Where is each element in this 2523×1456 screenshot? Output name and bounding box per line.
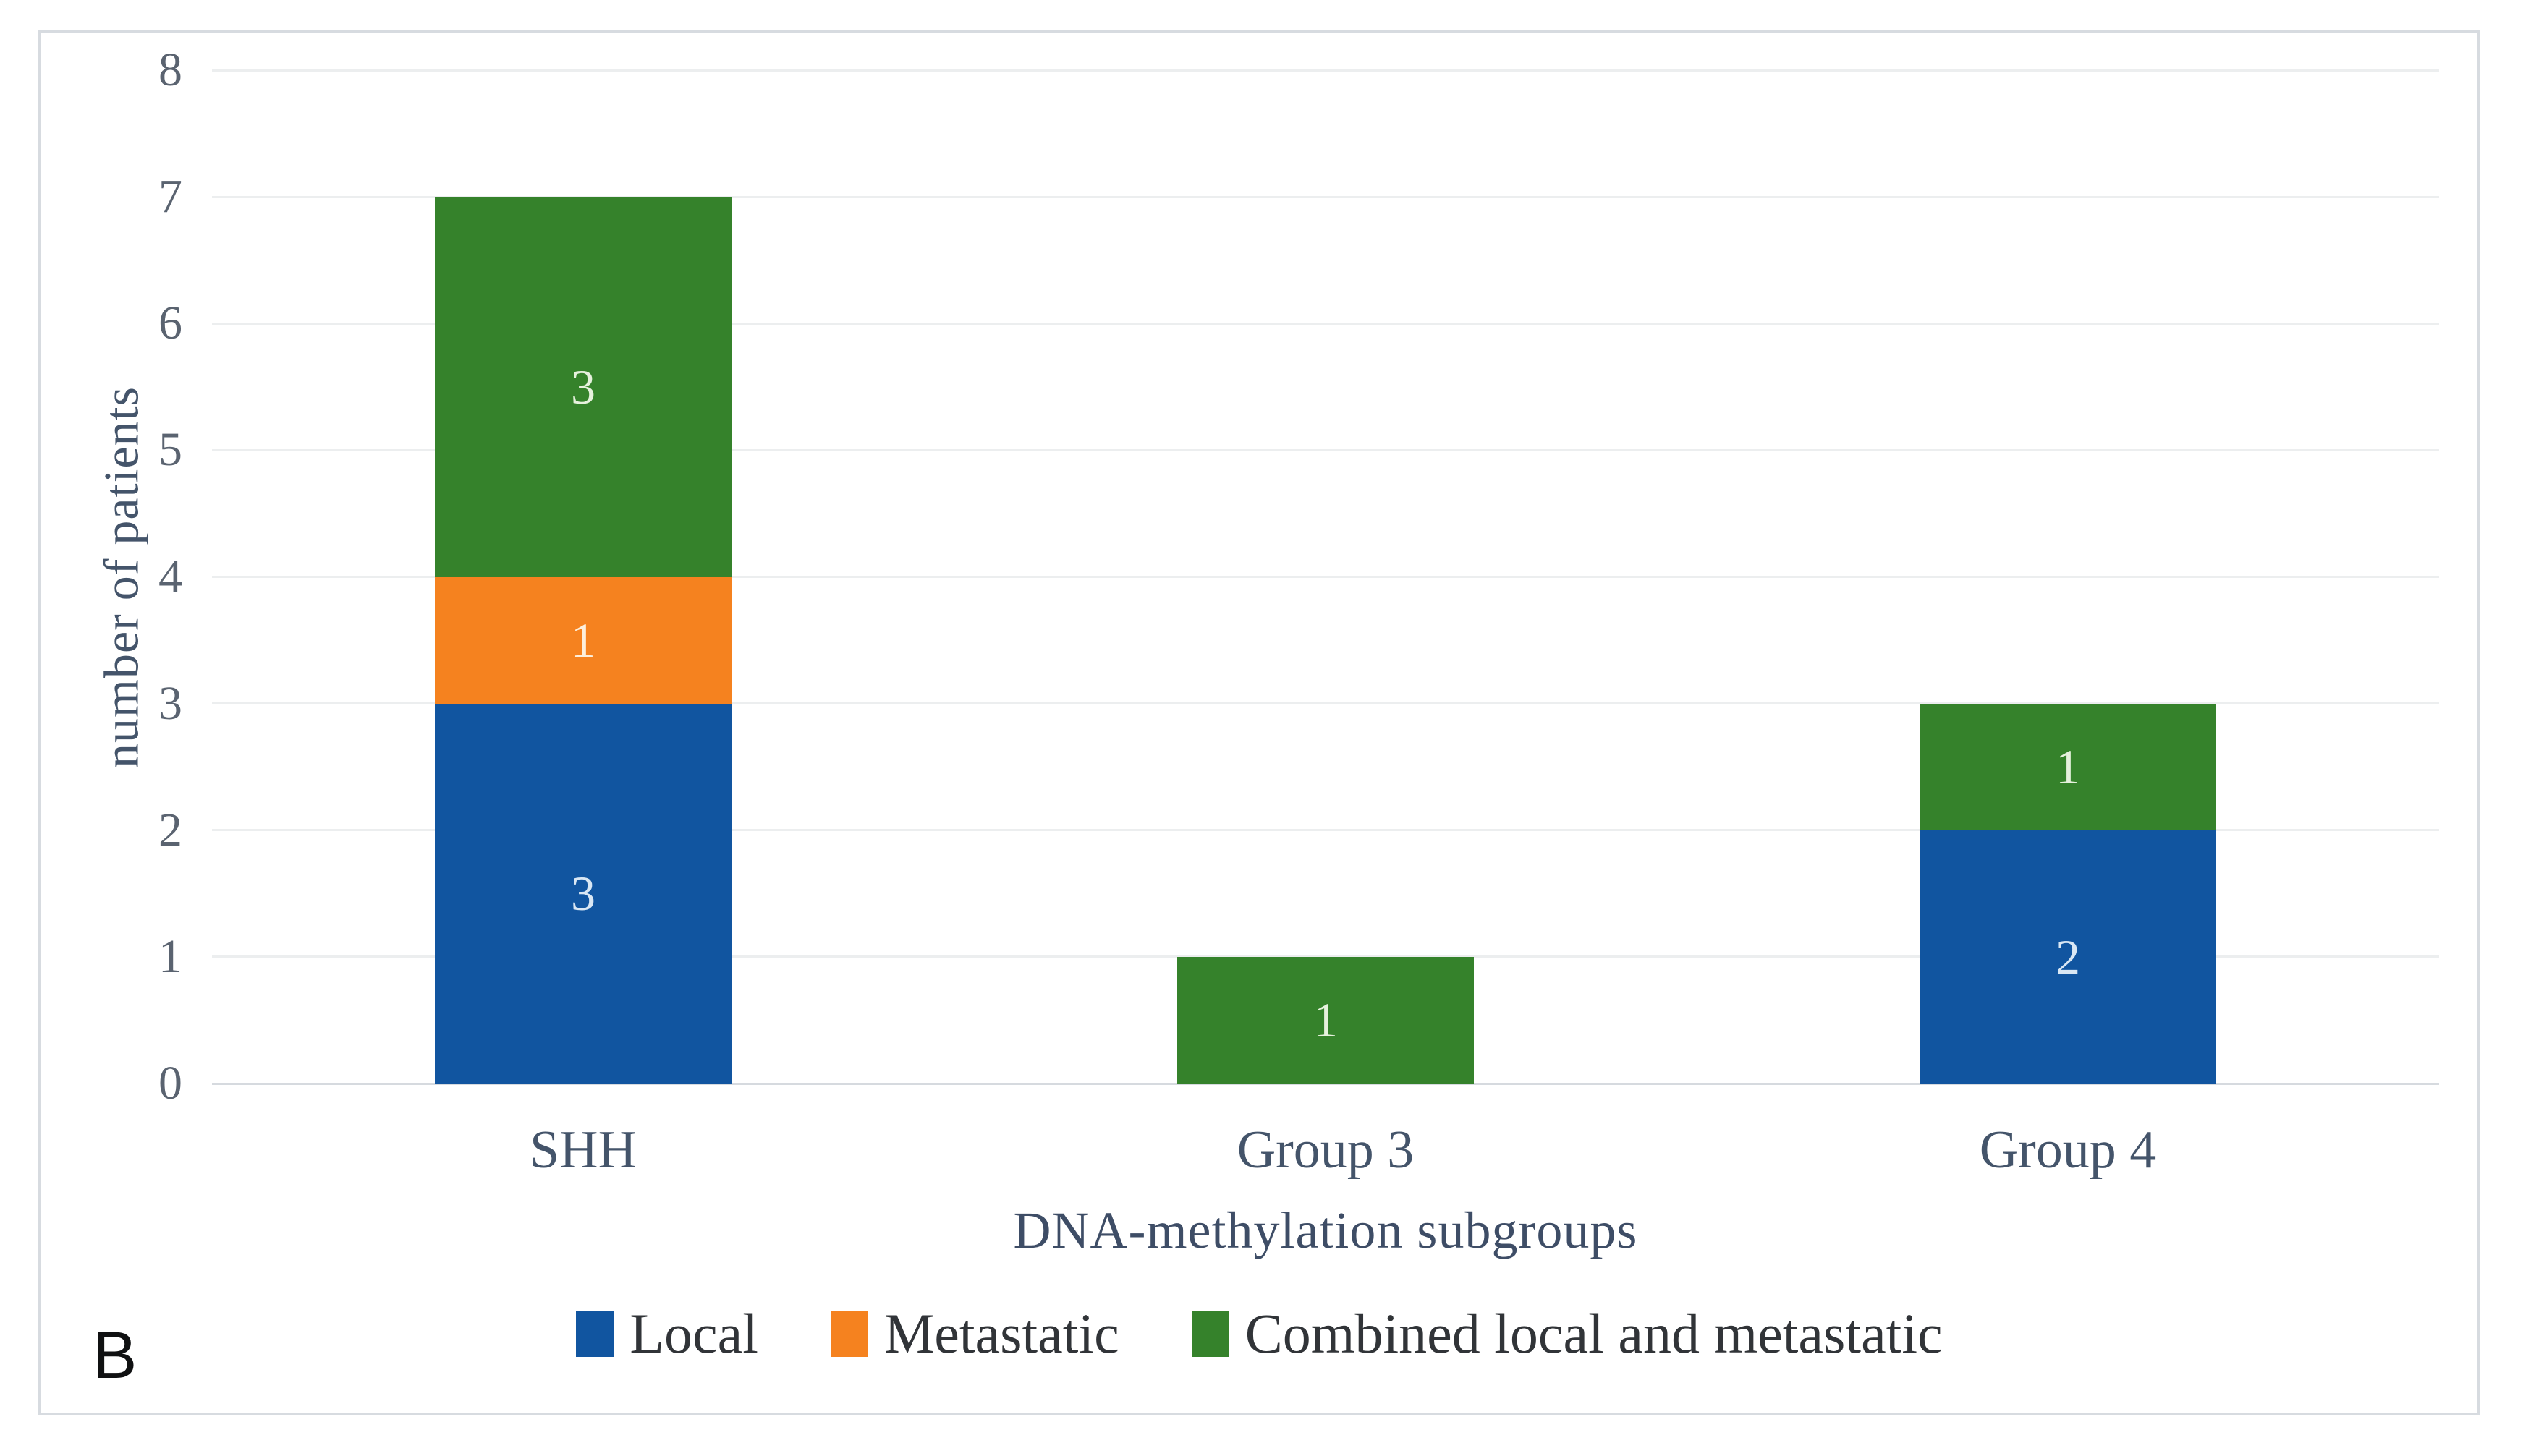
gridline-y-4 [212, 576, 2439, 578]
gridline-y-7 [212, 195, 2439, 198]
gridline-y-3 [212, 702, 2439, 705]
y-tick-label-3: 3 [158, 676, 182, 730]
y-tick-label-0: 0 [158, 1057, 182, 1110]
bar-data-label: 3 [571, 866, 595, 921]
bar-data-label: 1 [2056, 739, 2080, 795]
x-axis-title: DNA-methylation subgroups [1013, 1201, 1638, 1259]
legend-label: Combined local and metastatic [1244, 1302, 1943, 1365]
bar-data-label: 1 [1313, 992, 1338, 1048]
legend-item-metastatic: Metastatic [830, 1301, 1119, 1366]
category-label-group-4: Group 4 [1979, 1120, 2157, 1180]
panel-label: B [93, 1319, 137, 1392]
y-tick-label-7: 7 [158, 170, 182, 223]
bar-segment-combined: 3 [435, 197, 732, 577]
gridline-y-2 [212, 829, 2439, 832]
legend-item-combined: Combined local and metastatic [1191, 1301, 1943, 1366]
y-tick-label-2: 2 [158, 803, 182, 856]
bar-segment-combined: 1 [1920, 703, 2216, 830]
gridline-y-6 [212, 322, 2439, 325]
bar-data-label: 1 [571, 613, 595, 668]
y-tick-label-5: 5 [158, 423, 182, 477]
bar-segment-local: 3 [435, 703, 732, 1084]
gridline-y-5 [212, 448, 2439, 451]
bar-segment-metastatic: 1 [435, 576, 732, 704]
y-tick-label-1: 1 [158, 929, 182, 983]
bar-group-3: 1 [1177, 70, 1474, 1084]
y-tick-label-6: 6 [158, 297, 182, 350]
y-tick-label-4: 4 [158, 550, 182, 603]
y-tick-label-8: 8 [158, 43, 182, 96]
legend-label: Local [629, 1302, 758, 1365]
legend-item-local: Local [576, 1301, 758, 1366]
bar-shh: 3 1 3 [435, 70, 732, 1084]
legend: Local Metastatic Combined local and metast… [38, 1299, 2480, 1368]
legend-marker-metastatic [830, 1311, 868, 1357]
legend-marker-combined [1191, 1311, 1229, 1357]
bar-segment-local: 2 [1920, 830, 2216, 1084]
gridline-y-0 [212, 1082, 2439, 1085]
category-label-shh: SHH [529, 1120, 637, 1180]
legend-label: Metastatic [883, 1302, 1119, 1365]
bar-data-label: 3 [571, 359, 595, 414]
gridline-y-8 [212, 69, 2439, 72]
category-label-group-3: Group 3 [1237, 1120, 1415, 1180]
bar-data-label: 2 [2056, 929, 2080, 984]
bar-segment-combined: 1 [1177, 956, 1474, 1084]
legend-marker-local [576, 1311, 614, 1357]
